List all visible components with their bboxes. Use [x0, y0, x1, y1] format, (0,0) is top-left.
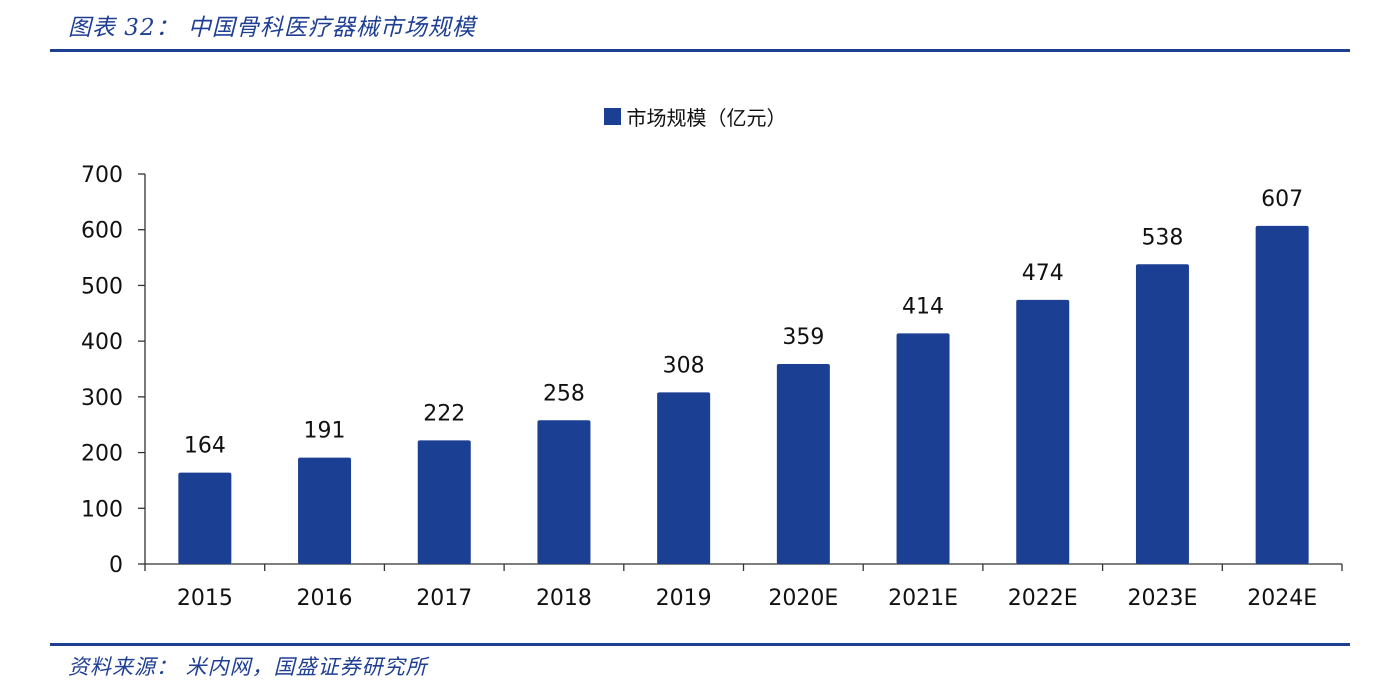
bar — [1135, 264, 1189, 564]
x-tick-label: 2023E — [1128, 586, 1198, 611]
data-label: 222 — [423, 401, 465, 426]
x-tick-label: 2020E — [768, 586, 838, 611]
data-label: 164 — [184, 434, 226, 459]
legend: 市场规模（亿元） — [0, 102, 1390, 131]
bar — [776, 363, 830, 564]
y-tick-label: 0 — [109, 553, 123, 578]
y-tick-label: 600 — [81, 219, 123, 244]
legend-item: 市场规模（亿元） — [603, 102, 787, 131]
data-label: 607 — [1261, 187, 1303, 212]
bar — [1255, 225, 1309, 565]
x-tick-label: 2024E — [1247, 586, 1317, 611]
x-tick-label: 2017 — [416, 586, 472, 611]
x-tick-label: 2022E — [1008, 586, 1078, 611]
figure-title: 图表 32： 中国骨科医疗器械市场规模 — [68, 15, 476, 41]
bar — [417, 440, 471, 564]
data-label: 359 — [782, 325, 824, 350]
y-tick-label: 500 — [81, 274, 123, 299]
top-rule — [50, 49, 1350, 52]
y-tick-label: 700 — [81, 163, 123, 188]
bar — [178, 472, 232, 564]
bar — [896, 333, 950, 564]
x-tick-label: 2015 — [177, 586, 233, 611]
legend-swatch — [603, 108, 621, 125]
y-tick-label: 200 — [81, 442, 123, 467]
x-tick-label: 2019 — [656, 586, 712, 611]
x-tick-label: 2021E — [888, 586, 958, 611]
y-tick-label: 300 — [81, 386, 123, 411]
data-label: 258 — [543, 381, 585, 406]
bar — [298, 457, 352, 564]
data-label: 414 — [902, 294, 944, 319]
data-label: 538 — [1141, 225, 1183, 250]
y-tick-label: 100 — [81, 497, 123, 522]
source-note: 资料来源： 米内网，国盛证券研究所 — [68, 655, 428, 679]
y-tick-label: 400 — [81, 330, 123, 355]
bar — [1016, 299, 1070, 564]
data-label: 474 — [1022, 261, 1064, 286]
bar — [537, 420, 591, 564]
data-label: 191 — [304, 419, 346, 444]
x-tick-label: 2018 — [536, 586, 592, 611]
bottom-rule — [50, 643, 1350, 646]
x-tick-label: 2016 — [297, 586, 353, 611]
data-label: 308 — [663, 353, 705, 378]
bar — [657, 392, 711, 564]
legend-label: 市场规模（亿元） — [626, 106, 787, 130]
